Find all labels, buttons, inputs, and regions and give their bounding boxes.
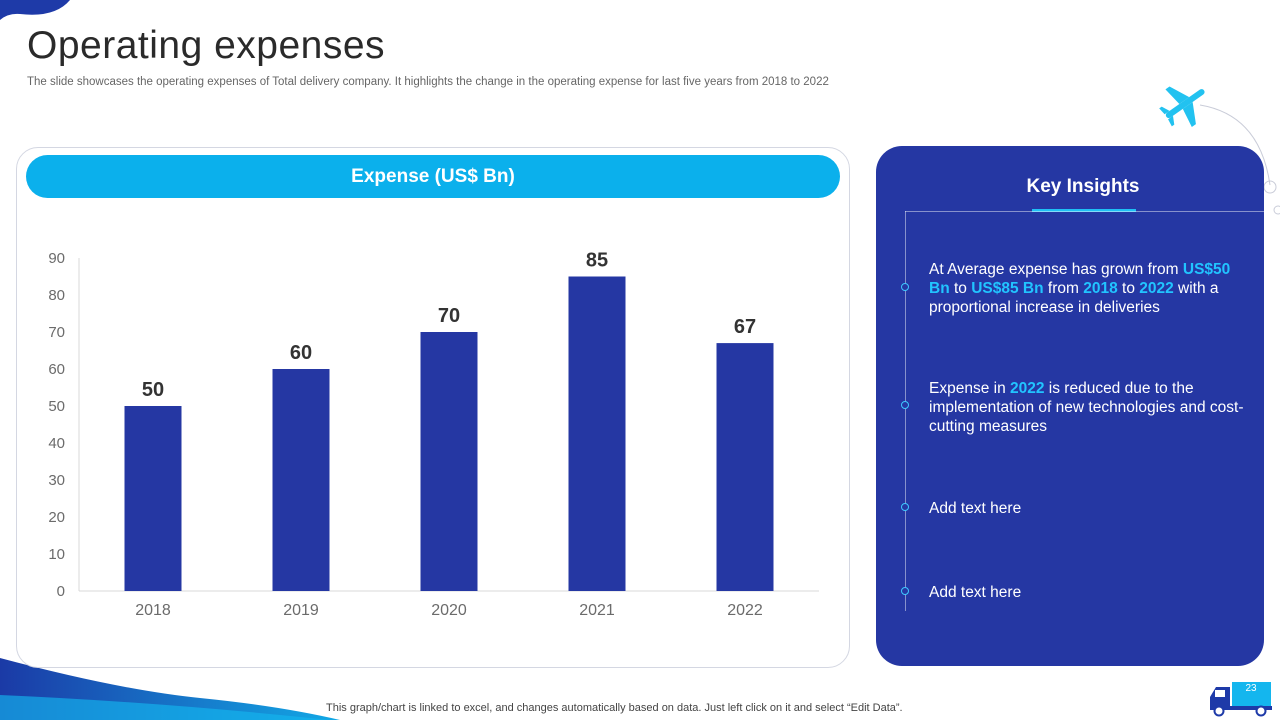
x-tick-label: 2021 [579,602,615,619]
insight-text: from [1043,280,1084,297]
y-tick-label: 10 [48,546,65,563]
insight-bullet-dot [901,587,909,595]
insights-timeline-line [905,211,906,611]
x-tick-label: 2022 [727,602,763,619]
data-label: 50 [142,379,164,401]
page-title: Operating expenses [27,24,386,67]
bar-2022 [716,343,774,591]
insight-text: to [1117,280,1140,297]
insight-text: At Average expense has grown from [929,261,1183,278]
insight-highlight: US$85 Bn [971,280,1044,297]
bar-chart: 0 10 20 30 40 50 60 70 80 90 50 2018 60 2019 70 2020 85 2… [48,250,819,619]
insights-title-underline [1032,209,1136,212]
y-tick-label: 80 [48,287,65,304]
insights-title: Key Insights [1026,176,1140,197]
y-tick-label: 30 [48,472,65,489]
insight-text: Add text here [929,500,1022,517]
data-label: 85 [586,250,608,272]
chart-title: Expense (US$ Bn) [26,155,840,198]
data-label: 60 [290,342,312,364]
insight-highlight: 2022 [1139,280,1174,297]
bar-2018 [124,406,182,591]
insight-text: Expense in [929,380,1010,397]
bar-2020 [420,332,478,591]
y-tick-label: 90 [48,250,65,267]
insight-item: Expense in 2022 is reduced due to the im… [929,379,1254,436]
bar-2019 [272,369,330,591]
page-subtitle: The slide showcases the operating expens… [27,76,829,88]
chart-card: Expense (US$ Bn) 0 10 20 30 40 50 60 70 80 90 50 20… [16,147,850,668]
page-number: 23 [1245,683,1257,694]
corner-decoration [0,0,70,20]
y-tick-label: 40 [48,435,65,452]
x-tick-label: 2018 [135,602,171,619]
y-tick-label: 70 [48,324,65,341]
y-tick-label: 0 [57,583,65,600]
insight-text: Add text here [929,584,1022,601]
x-tick-label: 2020 [431,602,467,619]
y-tick-label: 50 [48,398,65,415]
insight-item: Add text here [929,583,1254,602]
y-tick-label: 20 [48,509,65,526]
footer-note: This graph/chart is linked to excel, and… [326,702,903,714]
insight-highlight: US$50 Bn [929,261,1231,297]
airplane-icon [1159,86,1205,128]
insight-bullet-dot [901,503,909,511]
insight-item: At Average expense has grown from US$50 … [929,260,1254,317]
insight-item: Add text here [929,499,1254,518]
data-label: 67 [734,316,756,338]
insight-highlight: 2022 [1010,380,1045,397]
data-label: 70 [438,305,460,327]
x-tick-label: 2019 [283,602,319,619]
bottom-wave-decoration [0,658,340,720]
truck-icon [1210,682,1272,717]
insight-text: to [949,280,972,297]
insight-bullet-dot [901,401,909,409]
bar-2021 [568,276,626,591]
insight-highlight: 2018 [1083,280,1118,297]
y-tick-label: 60 [48,361,65,378]
insight-text: with a proportional increase in deliveri… [929,280,1219,316]
key-insights-panel: Key Insights At Average expense has grow… [876,146,1264,666]
insight-text: is reduced due to the implementation of … [929,380,1244,435]
insight-bullet-dot [901,283,909,291]
insights-divider [905,211,1264,212]
